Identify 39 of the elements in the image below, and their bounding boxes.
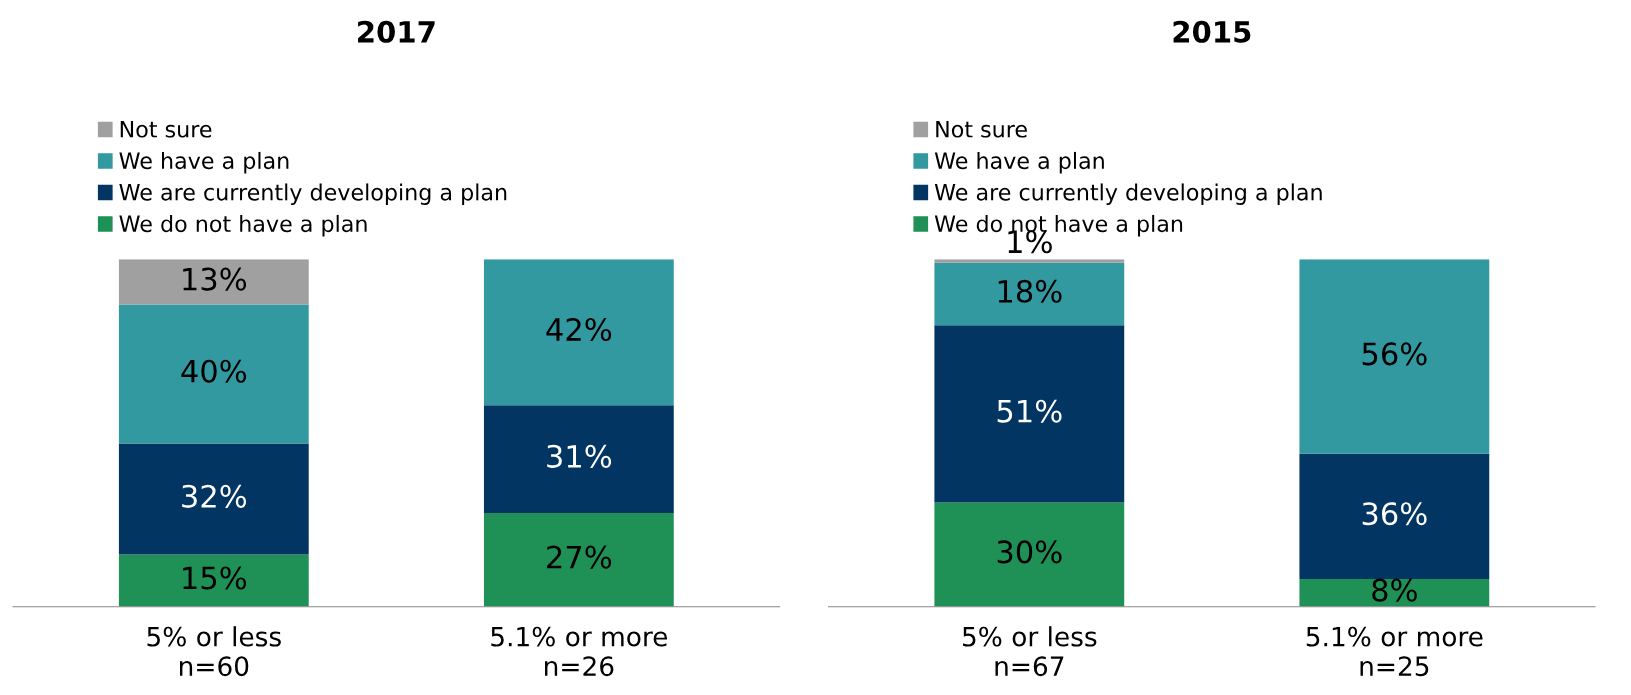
data-label: 30% — [997, 540, 1062, 564]
data-label: 51% — [997, 399, 1062, 423]
x-tick-label: 5.1% or more n=26 — [491, 626, 668, 677]
data-label: 32% — [182, 484, 247, 508]
x-tick-label: 5% or less n=60 — [147, 626, 281, 677]
data-label: 13% — [183, 267, 247, 291]
legend-label: Not sure — [936, 121, 1027, 138]
x-tick-label: 5% or less n=67 — [963, 626, 1097, 677]
bar — [118, 443, 309, 555]
bar — [483, 405, 674, 513]
data-label: 27% — [547, 545, 612, 569]
bar — [1299, 453, 1490, 579]
legend-label: We do not have a plan — [119, 214, 367, 237]
x-tick-label: 5.1% or more n=25 — [1306, 626, 1483, 677]
data-label: 36% — [1362, 502, 1427, 526]
data-label: 31% — [547, 444, 612, 468]
bar — [483, 259, 674, 406]
bar — [934, 262, 1125, 326]
legend-label: We are currently developing a plan — [119, 183, 507, 205]
legend-label: We are currently developing a plan — [934, 183, 1322, 205]
bar — [483, 512, 674, 607]
data-label: 42% — [546, 317, 612, 342]
bar — [1299, 578, 1490, 607]
data-label: 56% — [1362, 342, 1427, 366]
bar — [118, 259, 309, 305]
data-label: 15% — [183, 566, 247, 590]
bar — [118, 304, 309, 444]
chart-title: 2015 — [1173, 20, 1251, 43]
data-label: 8% — [1372, 578, 1417, 602]
legend-label: Not sure — [120, 121, 212, 138]
bar — [1299, 259, 1490, 454]
bar — [934, 502, 1125, 607]
chart-title: 2017 — [358, 20, 435, 43]
legend-label: We have a plan — [119, 151, 289, 174]
legend-label: We have a plan — [934, 151, 1104, 174]
bar — [118, 554, 309, 607]
data-label: 40% — [181, 359, 247, 383]
bar — [934, 325, 1125, 503]
data-label: 18% — [998, 279, 1062, 303]
